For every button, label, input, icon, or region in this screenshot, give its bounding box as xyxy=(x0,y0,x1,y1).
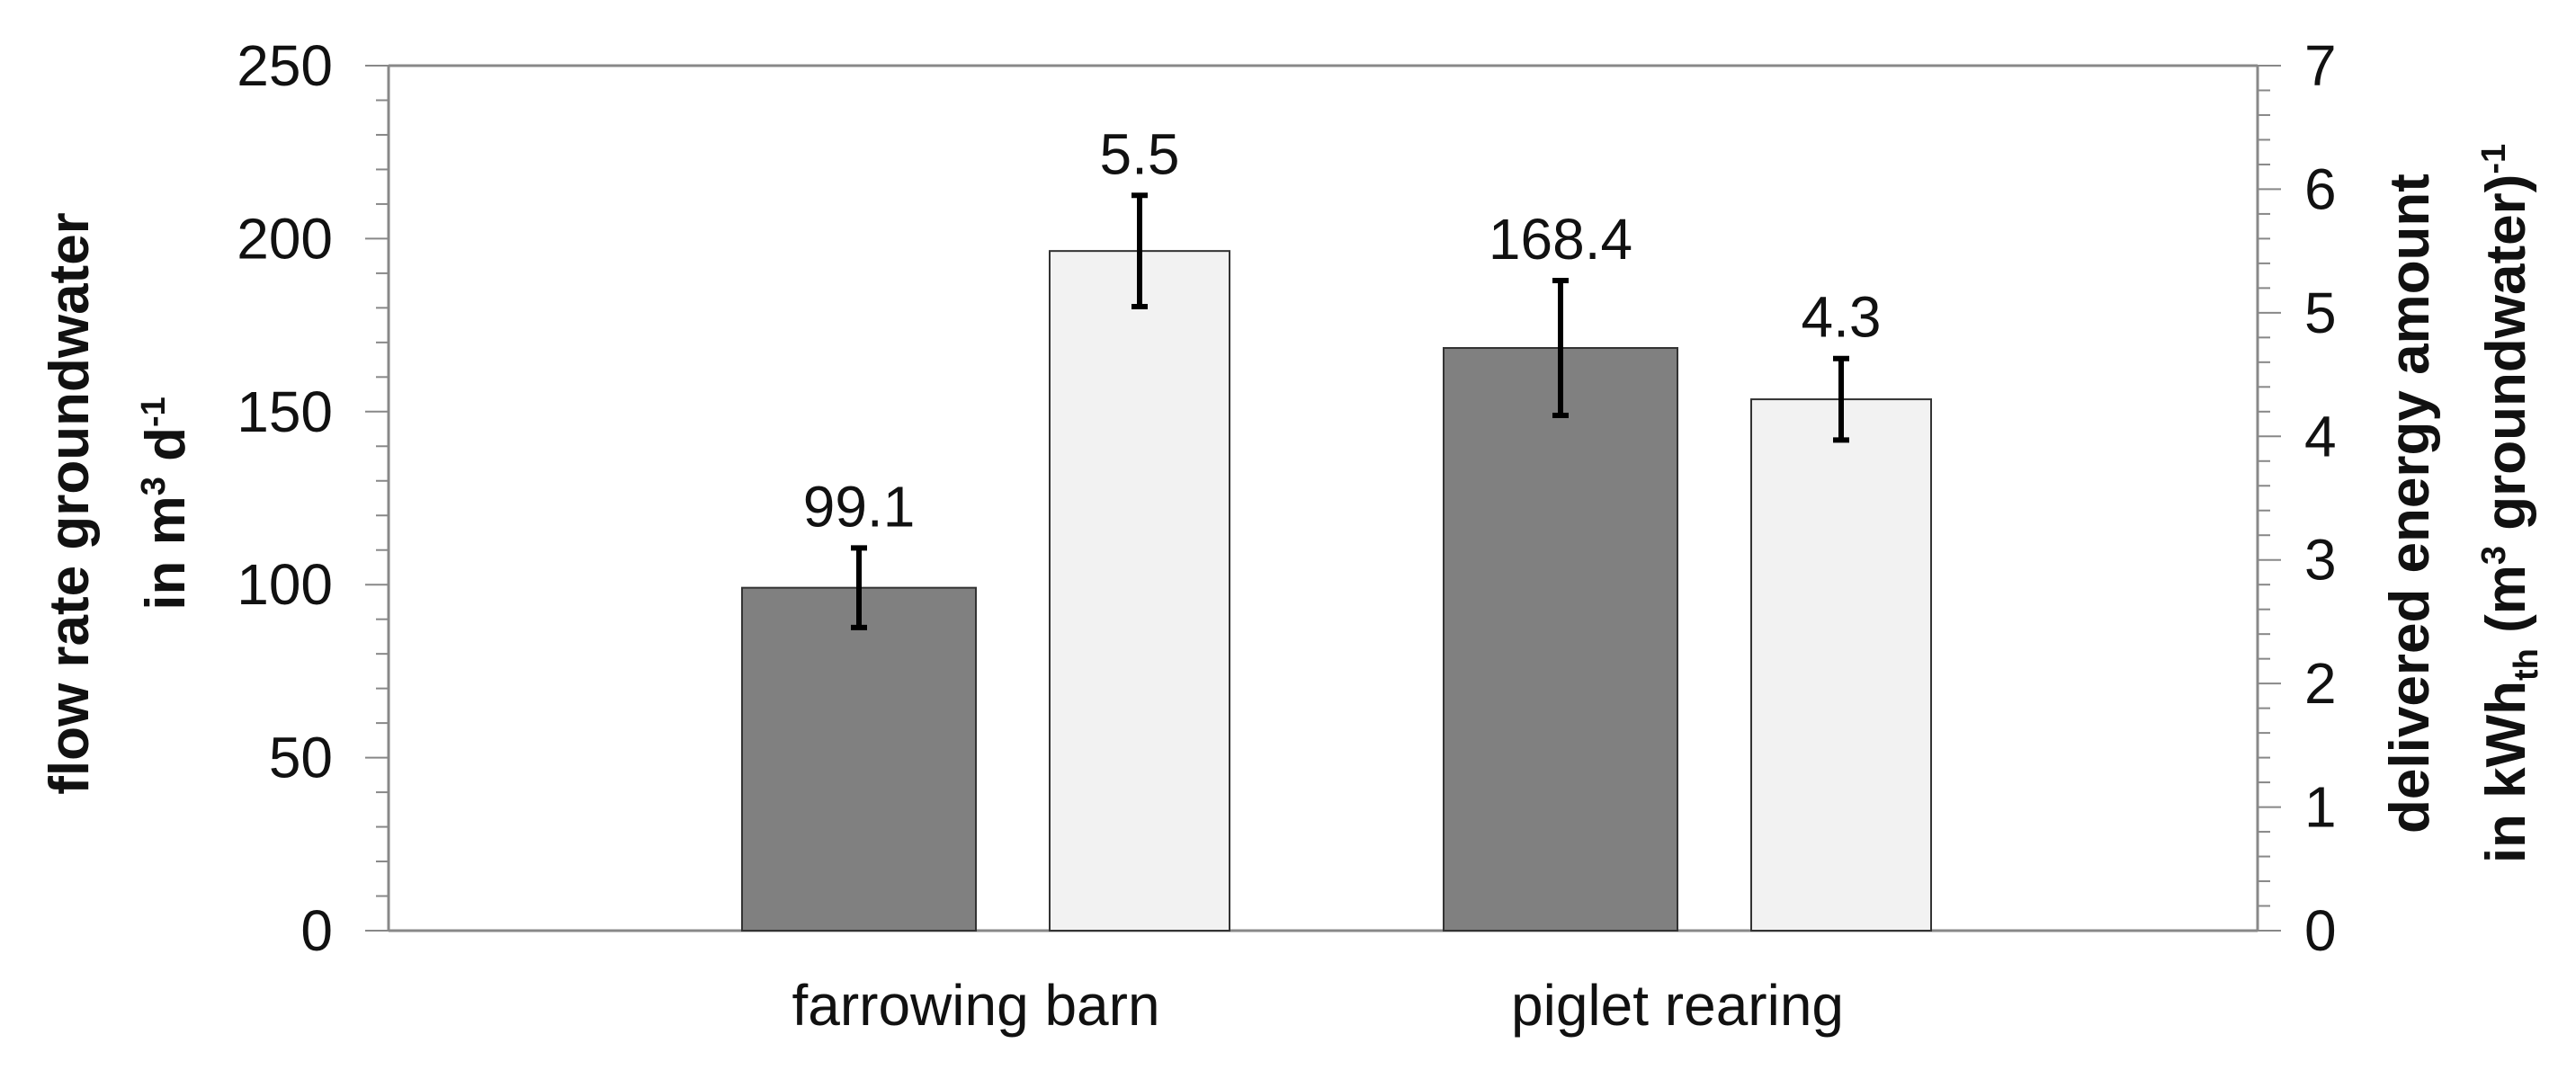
right-tick-label: 2 xyxy=(2304,651,2337,716)
right-tick-label: 0 xyxy=(2304,898,2337,963)
data-label: 4.3 xyxy=(1802,285,1882,350)
right-tick-label: 5 xyxy=(2304,281,2337,345)
right-tick-label: 6 xyxy=(2304,156,2337,221)
right-axis-title-line2: in kWhth (m3 groundwater)-1 xyxy=(2475,144,2545,863)
data-label: 5.5 xyxy=(1100,121,1180,186)
bar xyxy=(1750,398,1932,932)
left-tick-label: 100 xyxy=(237,552,333,617)
left-tick-label: 150 xyxy=(237,379,333,444)
left-axis-title-line2: in m3 d-1 xyxy=(135,397,197,611)
category-label: piglet rearing xyxy=(1511,973,1844,1038)
right-tick-label: 1 xyxy=(2304,775,2337,840)
category-labels: farrowing barn piglet rearing xyxy=(792,973,1844,1038)
left-tick-label: 250 xyxy=(237,33,333,98)
bars: 99.1 168.4 5.5 4.3 xyxy=(741,121,1932,932)
bar xyxy=(1443,346,1678,932)
data-label: 99.1 xyxy=(803,474,916,539)
right-tick-label: 7 xyxy=(2304,33,2337,98)
left-axis-title: flow rate groundwater xyxy=(39,212,101,795)
left-axis-ticks: 0 50 100 150 200 250 xyxy=(237,33,389,963)
bar xyxy=(741,586,977,932)
bar xyxy=(1049,250,1230,932)
right-axis-title: delivered energy amount xyxy=(2379,174,2441,834)
axes xyxy=(387,64,2259,932)
left-tick-label: 50 xyxy=(269,726,333,790)
right-tick-label: 4 xyxy=(2304,404,2337,468)
data-label: 168.4 xyxy=(1489,207,1632,272)
category-label: farrowing barn xyxy=(792,973,1159,1038)
right-axis-ticks: 0 1 2 3 4 5 6 7 xyxy=(2258,33,2337,963)
left-tick-label: 0 xyxy=(300,898,333,963)
left-tick-label: 200 xyxy=(237,206,333,271)
right-tick-label: 3 xyxy=(2304,528,2337,593)
